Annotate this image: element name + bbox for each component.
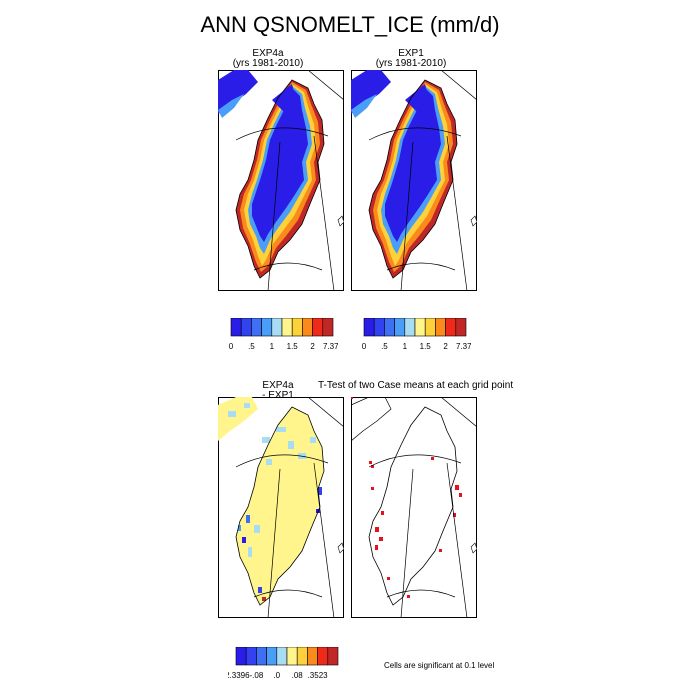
panel-title-exp4a: EXP4a (yrs 1981-2010)	[232, 48, 304, 69]
colorbar-tick-label: 2	[310, 342, 315, 351]
significance-note: Cells are significant at 0.1 level	[384, 661, 495, 670]
colorbar-swatch	[302, 318, 313, 337]
colorbar-tick-label: 1.5	[420, 342, 432, 351]
colorbar-swatch	[414, 318, 426, 337]
colorbar-swatch	[307, 647, 318, 666]
colorbar-tick-label: .5	[248, 342, 255, 351]
map-panel-ttest	[351, 397, 477, 618]
panel-title-ttest: T-Test of two Case means at each grid po…	[318, 380, 514, 391]
colorbar-swatch	[276, 647, 288, 666]
colorbar-swatch	[363, 318, 375, 337]
colorbar-diff: -2.3396-.08 .0 .08 .3523	[228, 647, 339, 680]
colorbar-swatch	[281, 318, 293, 337]
colorbar-swatch	[455, 318, 467, 337]
colorbar-swatch	[251, 318, 262, 337]
colorbar-swatch	[373, 318, 385, 337]
colorbar-swatch	[245, 647, 257, 666]
colorbar-exp1: 0 .5 1 1.5 2 7.373	[362, 318, 471, 351]
colorbar-swatch	[317, 647, 329, 666]
colorbar-tick-label: 1	[403, 342, 408, 351]
panel-title-exp1: EXP1 (yrs 1981-2010)	[375, 48, 447, 69]
colorbar-tick-label: 1	[270, 342, 275, 351]
colorbar-swatch	[240, 318, 252, 337]
colorbar-swatch	[230, 318, 242, 337]
colorbar-swatch	[327, 647, 339, 666]
colorbar-tick-label: -2.3396	[228, 671, 250, 680]
colorbar-exp4a: 0 .5 1 1.5 2 7.371	[229, 318, 338, 351]
colorbar-swatch	[312, 318, 324, 337]
colorbar-tick-label: .5	[381, 342, 388, 351]
panel-title-diff: EXP4a - EXP1	[262, 380, 294, 401]
colorbar-swatch	[291, 318, 303, 337]
map-panel-diff	[218, 397, 344, 618]
map-panel-exp1	[351, 70, 477, 291]
colorbar-tick-label: 0	[362, 342, 367, 351]
colorbar-swatch	[404, 318, 416, 337]
colorbar-tick-label: 1.5	[287, 342, 299, 351]
figure-title: ANN QSNOMELT_ICE (mm/d)	[200, 12, 500, 37]
colorbar-tick-label: .0	[273, 671, 280, 680]
colorbar-swatch	[424, 318, 436, 337]
colorbar-swatch	[384, 318, 395, 337]
colorbar-swatch	[394, 318, 406, 337]
colorbar-swatch	[322, 318, 334, 337]
colorbar-swatch	[435, 318, 446, 337]
colorbar-swatch	[296, 647, 308, 666]
colorbar-tick-label: 7.373	[456, 342, 471, 351]
colorbar-swatch	[256, 647, 267, 666]
colorbar-tick-label: 0	[229, 342, 234, 351]
colorbar-swatch	[445, 318, 457, 337]
colorbar-tick-label: 2	[443, 342, 448, 351]
colorbar-tick-label: 7.371	[323, 342, 338, 351]
colorbar-tick-label: .3523	[308, 671, 329, 680]
colorbar-swatch	[261, 318, 273, 337]
colorbar-swatch	[271, 318, 283, 337]
map-panel-exp4a	[218, 70, 344, 291]
colorbar-swatch	[286, 647, 298, 666]
colorbar-swatch	[266, 647, 278, 666]
significance-field	[351, 397, 477, 606]
colorbar-tick-label: .08	[292, 671, 304, 680]
colorbar-swatch	[235, 647, 247, 666]
colorbar-tick-label: -.08	[250, 671, 264, 680]
